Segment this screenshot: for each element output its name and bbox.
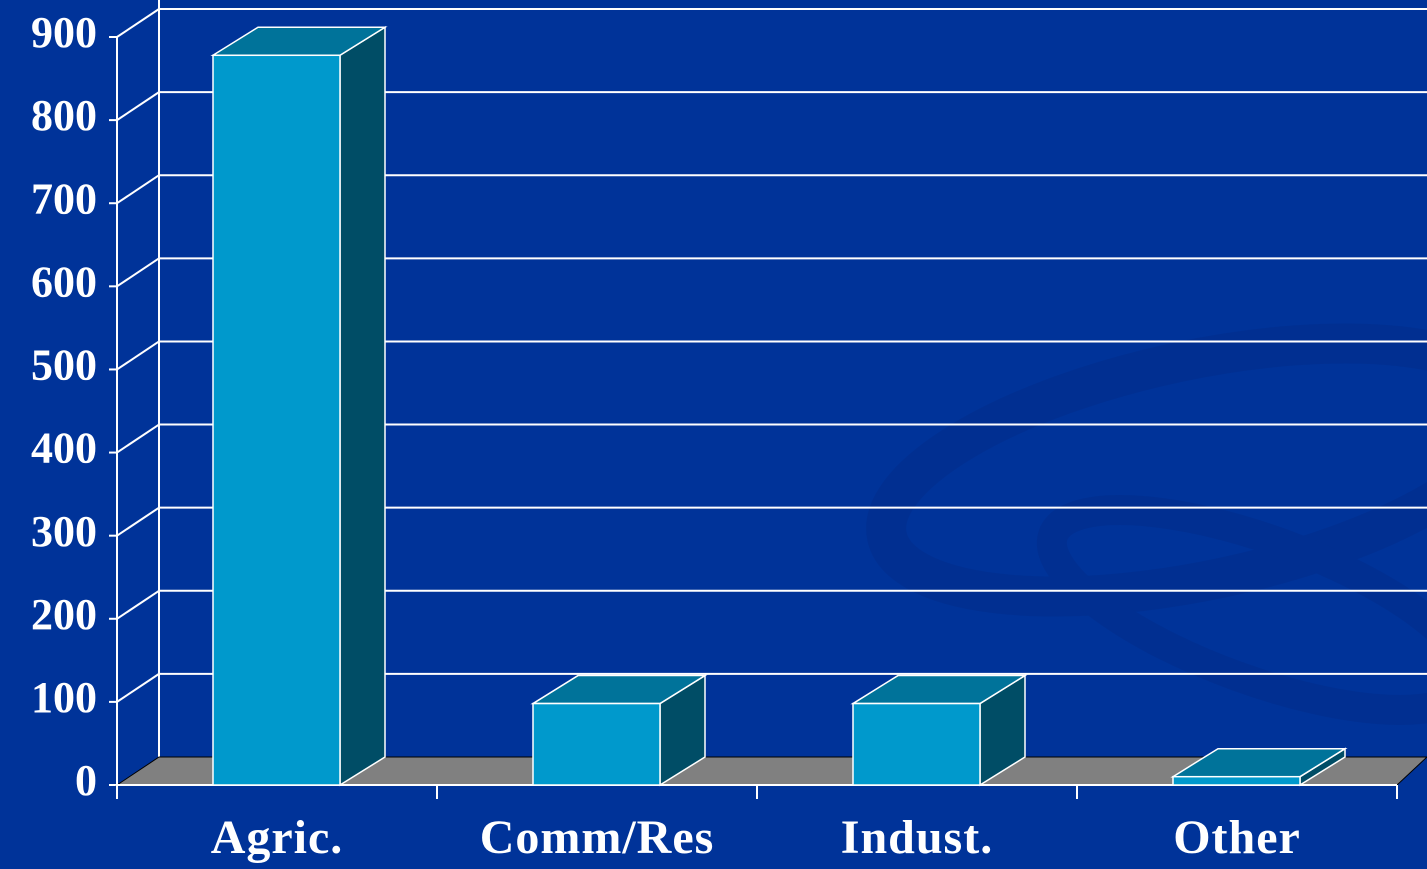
y-tick-label: 800 (31, 91, 97, 140)
y-tick-label: 300 (31, 507, 97, 556)
background-swirl (866, 323, 1427, 725)
x-tick-label: Indust. (841, 811, 993, 864)
grid-diagonal (116, 257, 160, 288)
grid-diagonal (116, 8, 160, 38)
grid-diagonal (116, 673, 160, 703)
y-tick-label: 400 (31, 424, 97, 473)
grid-diagonal (116, 506, 160, 537)
y-tick-label: 600 (31, 257, 97, 306)
grid-diagonal (116, 340, 160, 371)
grid-diagonal (116, 91, 160, 121)
x-tick-label: Comm/Res (480, 811, 715, 864)
bar (212, 54, 341, 786)
y-tick-label: 700 (31, 174, 97, 223)
grid-diagonal (116, 589, 160, 620)
y-tick-label: 200 (31, 590, 97, 639)
grid-diagonal (116, 174, 160, 205)
y-tick-label: 100 (31, 673, 97, 722)
grid-diagonal (116, 423, 160, 454)
y-tick-label: 900 (31, 8, 97, 57)
bar (852, 702, 981, 786)
y-tick-label: 0 (75, 756, 97, 805)
y-tick-label: 500 (31, 341, 97, 390)
x-tick-label: Other (1173, 811, 1301, 864)
x-tick-label: Agric. (211, 811, 344, 864)
bar-side (339, 25, 386, 787)
bar (532, 702, 661, 786)
bar (1172, 775, 1301, 786)
